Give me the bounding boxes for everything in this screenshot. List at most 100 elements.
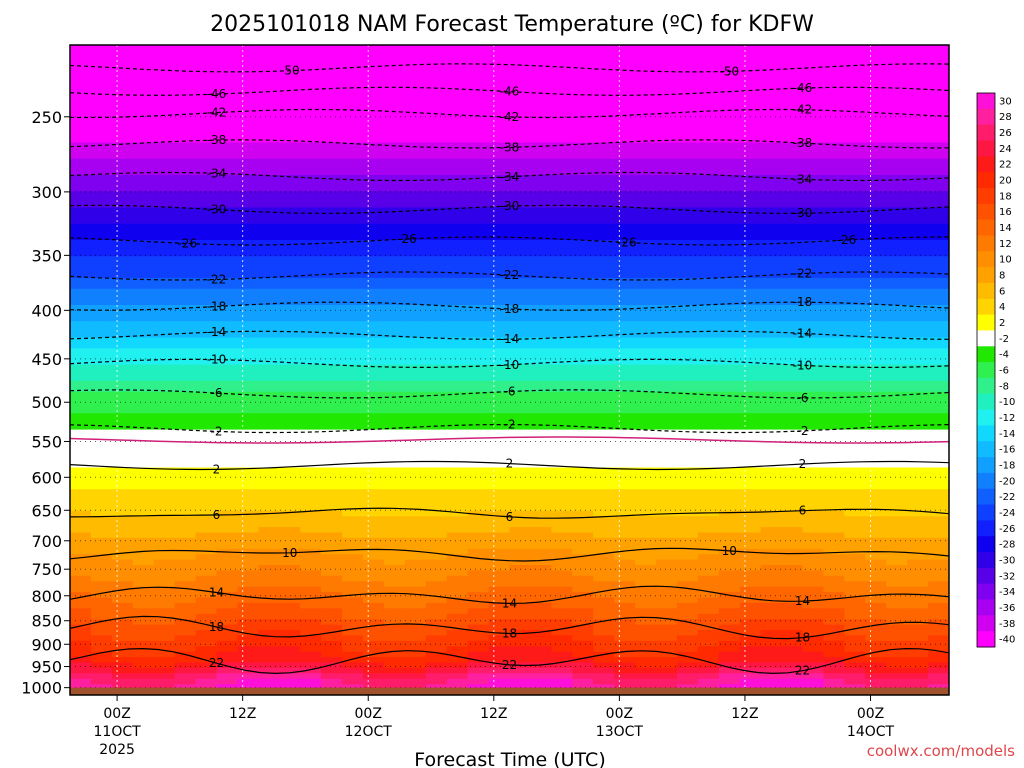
temperature-cell	[363, 565, 385, 571]
temperature-cell	[802, 88, 824, 95]
temperature-cell	[383, 586, 406, 593]
temperature-cell	[425, 505, 448, 512]
temperature-cell	[153, 364, 176, 371]
temperature-cell	[258, 126, 280, 133]
temperature-cell	[907, 543, 929, 550]
temperature-cell	[551, 435, 573, 441]
temperature-cell	[300, 592, 322, 599]
temperature-cell	[928, 202, 949, 209]
temperature-cell	[635, 283, 657, 290]
temperature-cell	[153, 467, 176, 474]
temperature-cell	[844, 435, 866, 441]
temperature-cell	[886, 537, 908, 544]
temperature-cell	[907, 630, 929, 636]
temperature-cell	[195, 429, 218, 436]
temperature-cell	[802, 55, 824, 62]
temperature-cell	[363, 348, 385, 355]
temperature-cell	[907, 126, 929, 133]
temperature-cell	[656, 185, 678, 192]
temperature-cell	[865, 321, 887, 328]
temperature-cell	[383, 375, 406, 382]
temperature-cell	[237, 532, 259, 539]
temperature-cell	[90, 391, 113, 398]
temperature-cell	[488, 467, 511, 474]
temperature-cell	[258, 418, 280, 425]
temperature-cell	[614, 115, 636, 122]
temperature-cell	[279, 55, 301, 62]
temperature-cell	[572, 678, 594, 685]
temperature-cell	[216, 250, 238, 257]
temperature-cell	[383, 462, 406, 469]
temperature-cell	[300, 153, 322, 160]
temperature-cell	[404, 451, 427, 458]
temperature-cell	[153, 537, 176, 544]
temperature-cell	[195, 505, 218, 512]
temperature-cell	[300, 202, 322, 209]
temperature-cell	[781, 489, 804, 496]
temperature-cell	[656, 348, 678, 355]
temperature-cell	[446, 82, 469, 89]
temperature-cell	[90, 657, 113, 664]
temperature-cell	[697, 380, 720, 387]
temperature-cell	[467, 137, 490, 144]
temperature-cell	[802, 602, 824, 609]
temperature-cell	[237, 673, 259, 680]
temperature-cell	[593, 667, 615, 674]
temperature-cell	[635, 104, 657, 111]
temperature-cell	[739, 662, 762, 669]
temperature-cell	[488, 657, 511, 664]
temperature-cell	[279, 283, 301, 290]
temperature-cell	[718, 353, 741, 360]
temperature-cell	[823, 597, 845, 604]
temperature-cell	[676, 651, 699, 658]
temperature-cell	[300, 212, 322, 219]
temperature-cell	[488, 478, 511, 485]
temperature-cell	[802, 402, 824, 409]
temperature-cell	[635, 175, 657, 181]
temperature-cell	[446, 527, 469, 534]
temperature-cell	[697, 510, 720, 517]
temperature-cell	[593, 153, 615, 160]
temperature-cell	[216, 277, 238, 284]
temperature-cell	[656, 353, 678, 360]
temperature-cell	[635, 147, 657, 154]
temperature-cell	[153, 110, 176, 116]
temperature-cell	[572, 256, 594, 263]
temperature-cell	[132, 489, 155, 496]
temperature-cell	[467, 218, 490, 225]
temperature-cell	[697, 370, 720, 376]
temperature-cell	[739, 380, 762, 387]
temperature-cell	[342, 110, 364, 116]
temperature-cell	[907, 115, 929, 122]
temperature-cell	[425, 142, 448, 149]
temperature-cell	[237, 277, 259, 284]
temperature-cell	[70, 240, 92, 246]
temperature-cell	[467, 651, 490, 658]
temperature-cell	[676, 104, 699, 111]
temperature-cell	[593, 630, 615, 636]
temperature-cell	[907, 245, 929, 252]
temperature-cell	[216, 489, 238, 496]
temperature-cell	[132, 321, 155, 328]
temperature-cell	[530, 548, 552, 555]
temperature-cell	[614, 104, 636, 111]
temperature-cell	[363, 61, 385, 68]
temperature-cell	[823, 142, 845, 149]
temperature-cell	[718, 370, 741, 376]
temperature-cell	[823, 120, 845, 127]
temperature-cell	[635, 326, 657, 333]
temperature-cell	[530, 613, 552, 620]
temperature-cell	[488, 126, 511, 133]
temperature-cell	[656, 142, 678, 149]
temperature-cell	[551, 565, 573, 571]
temperature-cell	[781, 207, 804, 214]
temperature-cell	[467, 82, 490, 89]
temperature-cell	[279, 191, 301, 198]
temperature-cell	[718, 55, 741, 62]
temperature-cell	[279, 559, 301, 566]
temperature-cell	[886, 472, 908, 479]
temperature-cell	[656, 440, 678, 447]
temperature-cell	[237, 315, 259, 322]
temperature-cell	[614, 61, 636, 68]
temperature-cell	[90, 99, 113, 106]
